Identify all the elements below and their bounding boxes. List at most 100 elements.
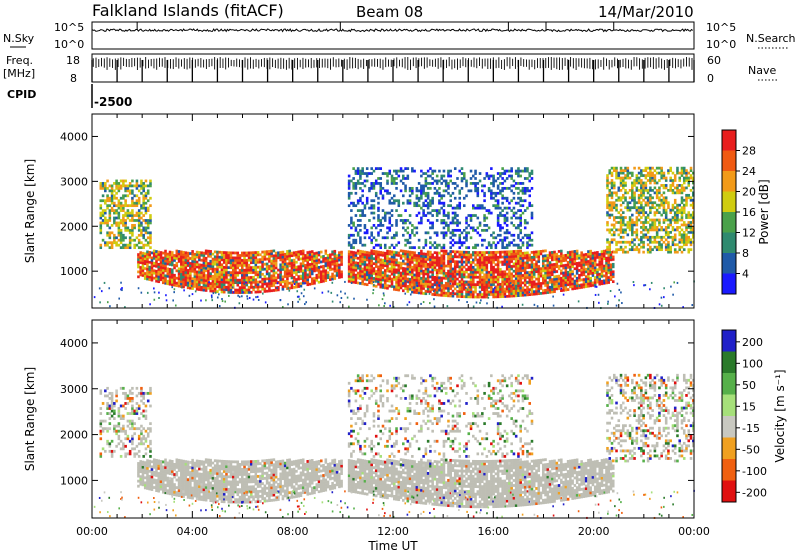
power-echo-cell xyxy=(310,277,314,281)
power-echo-cell xyxy=(476,186,480,190)
power-echo-cell xyxy=(393,265,396,269)
power-echo-cell xyxy=(640,201,643,205)
power-echo-cell xyxy=(465,275,468,279)
power-echo-cell xyxy=(422,287,425,290)
power-echo-cell xyxy=(222,275,226,279)
power-echo-cell xyxy=(476,216,480,220)
power-echo-cell xyxy=(569,275,572,279)
power-echo-cell xyxy=(317,261,321,264)
power-echo-cell xyxy=(265,250,269,254)
power-echo-cell xyxy=(207,267,210,270)
power-echo-cell xyxy=(429,287,432,291)
power-echo-cell xyxy=(478,233,482,237)
power-echo-cell xyxy=(256,253,260,257)
power-echo-cell xyxy=(456,265,459,269)
power-echo-cell xyxy=(483,214,486,217)
power-echo-cell xyxy=(651,248,654,252)
power-echo-cell xyxy=(256,283,260,286)
power-echo-cell xyxy=(340,272,343,276)
power-echo-cell xyxy=(279,280,282,284)
power-echo-cell xyxy=(474,275,477,279)
power-echo-cell xyxy=(140,231,143,235)
power-echo-cell xyxy=(435,182,439,185)
power-echo-cell xyxy=(104,199,107,203)
power-echo-cell xyxy=(404,252,407,256)
power-echo-cell xyxy=(259,270,262,274)
power-echo-cell xyxy=(440,261,443,265)
power-echo-cell xyxy=(207,276,210,280)
power-echo-cell xyxy=(115,179,118,183)
power-echo-cell xyxy=(548,266,552,269)
power-echo-cell xyxy=(220,285,224,289)
power-echo-cell xyxy=(519,174,522,178)
power-echo-cell xyxy=(379,265,383,269)
power-echo-cell xyxy=(292,251,296,255)
power-echo-cell xyxy=(587,255,590,258)
power-echo-cell xyxy=(393,273,396,276)
power-echo-cell xyxy=(133,214,136,217)
power-echo-cell xyxy=(593,266,597,270)
power-echo-cell xyxy=(142,186,145,190)
power-echo-cell xyxy=(131,231,134,235)
power-echo-cell xyxy=(465,255,468,259)
power-echo-cell xyxy=(610,203,614,207)
power-echo-cell xyxy=(580,268,583,272)
power-echo-cell xyxy=(182,258,185,262)
power-echo-cell xyxy=(642,243,645,247)
power-echo-cell xyxy=(528,263,532,267)
power-echo-cell xyxy=(591,271,595,275)
power-echo-cell xyxy=(622,228,625,232)
power-echo-cell xyxy=(299,277,303,281)
power-echo-cell xyxy=(510,265,513,268)
power-echo-cell xyxy=(499,292,502,296)
power-echo-cell xyxy=(622,169,625,173)
power-echo-cell xyxy=(225,263,228,267)
power-echo-cell xyxy=(243,271,246,275)
power-echo-cell xyxy=(149,236,152,240)
power-echo-cell xyxy=(279,263,282,267)
power-echo-cell xyxy=(609,275,613,279)
power-echo-cell xyxy=(449,174,452,178)
power-echo-cell xyxy=(435,233,439,237)
power-echo-cell xyxy=(141,271,145,275)
power-echo-cell xyxy=(356,249,360,253)
power-echo-cell xyxy=(155,264,158,268)
power-echo-cell xyxy=(557,282,561,285)
power-echo-cell xyxy=(361,275,364,278)
power-echo-cell xyxy=(605,256,608,260)
power-echo-cell xyxy=(644,228,648,232)
power-echo-cell xyxy=(195,285,199,289)
power-echo-cell xyxy=(453,277,457,281)
power-echo-cell xyxy=(245,276,249,280)
power-echo-cell xyxy=(261,280,264,284)
power-echo-cell xyxy=(669,211,672,214)
power-echo-cell xyxy=(191,282,194,285)
power-echo-cell xyxy=(444,224,448,227)
power-echo-cell xyxy=(571,260,574,264)
power-echo-cell xyxy=(281,287,285,291)
power-echo-cell xyxy=(490,191,493,195)
power-echo-cell xyxy=(433,275,437,279)
power-echo-cell xyxy=(526,293,529,297)
power-echo-cell xyxy=(483,177,486,180)
power-echo-cell xyxy=(216,263,219,266)
power-echo-cell xyxy=(283,267,287,271)
power-echo-cell xyxy=(608,188,612,192)
power-echo-cell xyxy=(393,285,396,289)
power-echo-cell xyxy=(361,172,364,175)
power-echo-cell xyxy=(587,272,590,276)
power-echo-cell xyxy=(270,252,273,256)
power-echo-cell xyxy=(646,171,650,175)
power-echo-cell xyxy=(662,201,666,205)
power-echo-cell xyxy=(523,291,527,294)
power-echo-cell xyxy=(517,274,520,278)
power-echo-cell xyxy=(350,277,353,281)
power-echo-cell xyxy=(637,218,641,222)
power-echo-cell xyxy=(442,259,446,263)
power-echo-cell xyxy=(578,269,581,272)
power-echo-cell xyxy=(669,221,672,224)
power-echo-cell xyxy=(530,275,534,279)
power-echo-cell xyxy=(615,171,618,175)
power-echo-cell xyxy=(426,204,430,208)
power-echo-cell xyxy=(150,273,154,277)
